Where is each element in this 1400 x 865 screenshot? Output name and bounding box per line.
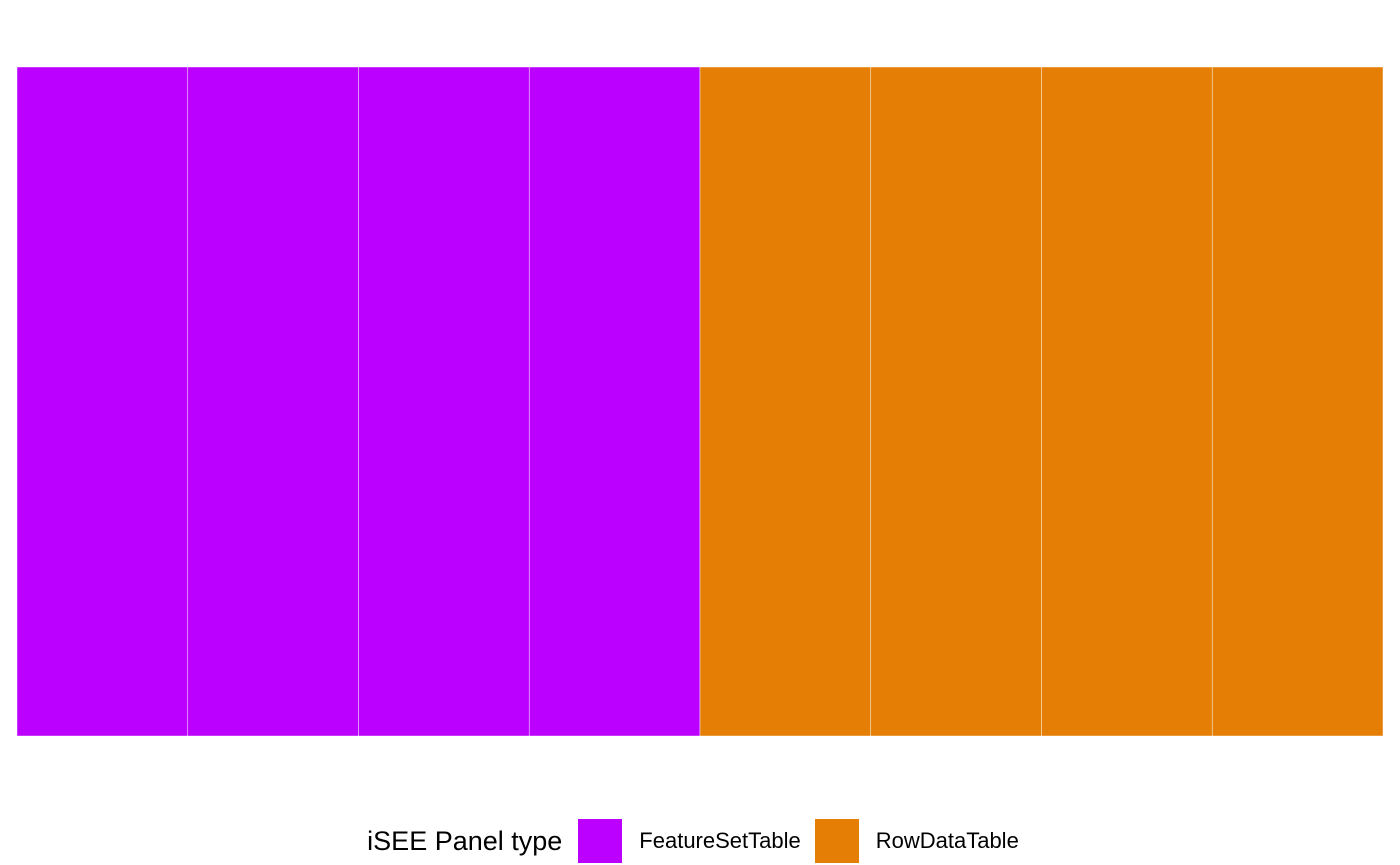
legend-item-featuresettable: FeatureSetTable	[578, 819, 801, 863]
legend-label-rowdatatable: RowDataTable	[875, 828, 1019, 853]
legend-item-rowdatatable: RowDataTable	[814, 819, 1019, 863]
heatmap-tile-7	[1041, 66, 1213, 737]
heatmap-tile-5	[699, 66, 872, 737]
heatmap-tile-4	[528, 66, 701, 737]
heatmap-tile-2	[187, 66, 359, 737]
heatmap-tile-1	[16, 66, 189, 737]
heatmap-tile-8	[1211, 66, 1384, 737]
legend-label-featuresettable: FeatureSetTable	[639, 828, 801, 853]
chart-plot	[16, 66, 1384, 737]
chart-legend: iSEE Panel type FeatureSetTable RowDataT…	[0, 818, 1400, 864]
legend-swatch-rowdatatable	[814, 819, 859, 863]
legend-swatch-featuresettable	[578, 819, 623, 863]
heatmap-tile-6	[870, 66, 1042, 737]
heatmap-tile-3	[358, 66, 530, 737]
legend-title: iSEE Panel type	[367, 825, 563, 856]
